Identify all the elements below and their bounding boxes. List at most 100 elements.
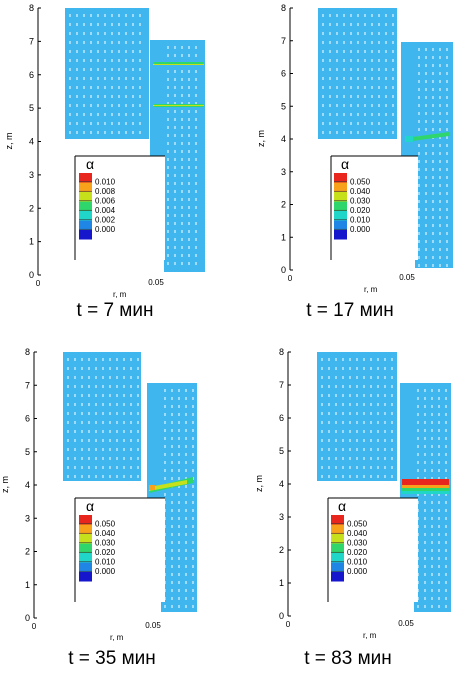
concentration-layers — [405, 132, 449, 142]
legend-swatch — [79, 534, 92, 544]
legend-title: α — [86, 498, 94, 514]
legend-swatch — [79, 220, 92, 230]
legend-swatch — [79, 201, 92, 211]
legend-label: 0.010 — [95, 178, 116, 187]
y-tick-label: 5 — [281, 101, 286, 111]
axes — [289, 7, 293, 271]
y-axis-label: z, m — [254, 475, 264, 492]
legend-label: 0.000 — [350, 225, 371, 234]
upper-tank — [63, 352, 141, 481]
legend-swatch — [331, 572, 344, 582]
y-tick-label: 5 — [29, 103, 34, 113]
velocity-vectors — [322, 14, 448, 267]
interface-edge — [405, 136, 413, 142]
y-tick-label: 3 — [279, 512, 284, 522]
y-tick-label: 2 — [281, 200, 286, 210]
y-tick-label: 4 — [281, 134, 286, 144]
legend-swatch — [79, 543, 92, 553]
legend-label: 0.010 — [95, 558, 116, 567]
legend-title: α — [341, 156, 349, 172]
legend-label: 0.010 — [350, 216, 371, 225]
lower-channel — [161, 514, 197, 612]
y-tick-label: 8 — [279, 347, 284, 357]
legend-swatch — [331, 562, 344, 572]
upper-tank — [317, 352, 397, 481]
y-tick-label: 7 — [281, 36, 286, 46]
lower-channel — [414, 514, 451, 612]
y-tick-label: 0 — [25, 613, 30, 623]
legend-label: 0.000 — [95, 225, 116, 234]
legend-label: 0.008 — [95, 187, 116, 196]
layer-lower-core — [153, 105, 204, 106]
legend-swatch — [79, 553, 92, 563]
legend-swatch — [334, 182, 347, 192]
legend-label: 0.040 — [347, 529, 368, 538]
panel-3-caption: t = 35 мин — [68, 648, 156, 669]
x-tick-label-zero: 0 — [288, 274, 293, 283]
x-tick-label-zero: 0 — [36, 279, 41, 288]
legend-swatch — [331, 515, 344, 525]
legend-swatch — [79, 572, 92, 582]
y-tick-label: 1 — [281, 232, 286, 242]
legend-label: 0.002 — [95, 216, 116, 225]
legend-label: 0.030 — [350, 197, 371, 206]
legend-swatch — [79, 182, 92, 192]
legend-label: 0.020 — [95, 548, 116, 557]
y-tick-label: 8 — [29, 3, 34, 13]
concentration-layers — [402, 479, 449, 494]
y-axis-label: z, m — [0, 476, 10, 493]
right-column — [401, 42, 453, 172]
legend-label: 0.010 — [347, 558, 368, 567]
x-axis-label: r, m — [113, 290, 127, 299]
concentration-layers — [153, 62, 204, 107]
legend-title: α — [338, 498, 346, 514]
panel-2-caption: t = 17 мин — [306, 300, 394, 321]
legend-swatch — [79, 211, 92, 221]
legend-swatch — [334, 201, 347, 211]
y-tick-label: 3 — [25, 513, 30, 523]
legend-swatch — [334, 211, 347, 221]
y-tick-label: 6 — [29, 70, 34, 80]
legend-label: 0.004 — [95, 206, 116, 215]
legend-label: 0.050 — [350, 178, 371, 187]
y-tick-label: 1 — [29, 237, 34, 247]
legend-swatch — [79, 230, 92, 240]
y-tick-label: 2 — [279, 545, 284, 555]
y-axis-label: z, m — [4, 133, 14, 150]
axes — [287, 351, 291, 617]
interface-band — [405, 132, 449, 142]
y-tick-label: 3 — [29, 170, 34, 180]
y-tick-label: 5 — [25, 447, 30, 457]
concentration-layers — [149, 477, 193, 493]
y-tick-label: 6 — [279, 413, 284, 423]
legend-label: 0.040 — [350, 187, 371, 196]
lower-channel — [415, 171, 453, 268]
legend-swatch — [79, 562, 92, 572]
panel-1-caption: t = 7 мин — [76, 300, 154, 321]
x-tick-label: 0.05 — [145, 621, 161, 630]
interface-core — [149, 480, 187, 491]
legend-swatch — [79, 192, 92, 202]
velocity-vectors — [67, 358, 194, 608]
legend-label: 0.020 — [350, 206, 371, 215]
y-tick-label: 4 — [25, 480, 30, 490]
y-tick-label: 2 — [25, 547, 30, 557]
axes — [37, 7, 41, 276]
legend-title: α — [86, 156, 94, 172]
legend-swatch — [334, 230, 347, 240]
y-tick-label: 0 — [29, 270, 34, 280]
y-tick-label: 3 — [281, 167, 286, 177]
panel-3: 0 1 2 3 4 5 6 7 8 z, m 0 0.05 r, m α 0.050 0.040 0.030 0.… — [0, 343, 233, 683]
layer-upper — [153, 62, 204, 65]
y-tick-label: 8 — [25, 347, 30, 357]
legend-swatch — [79, 515, 92, 525]
y-tick-label: 0 — [279, 611, 284, 621]
velocity-vectors — [69, 14, 197, 265]
